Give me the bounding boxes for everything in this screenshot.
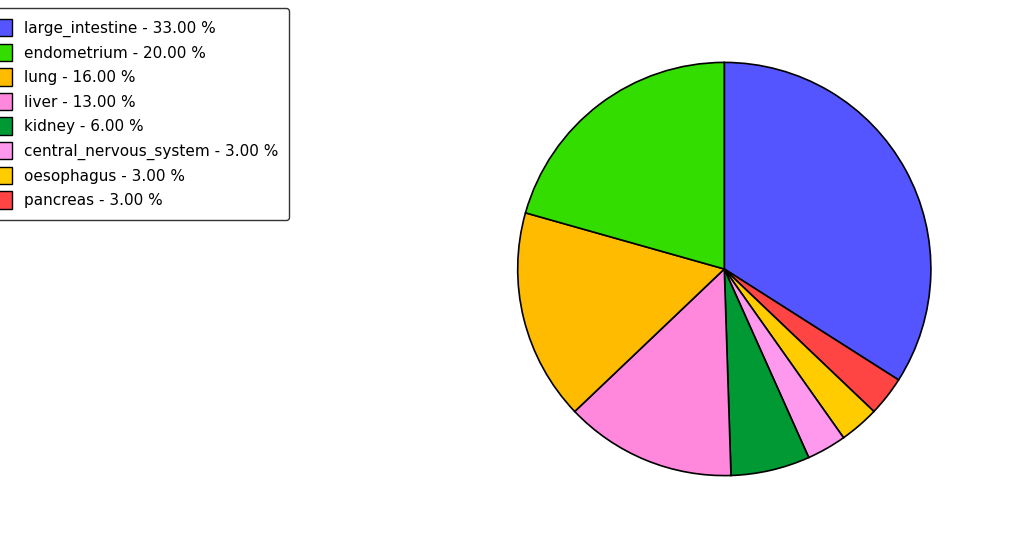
Wedge shape: [724, 269, 899, 412]
Wedge shape: [724, 269, 808, 476]
Wedge shape: [724, 269, 844, 457]
Wedge shape: [574, 269, 731, 476]
Legend: large_intestine - 33.00 %, endometrium - 20.00 %, lung - 16.00 %, liver - 13.00 : large_intestine - 33.00 %, endometrium -…: [0, 8, 289, 220]
Wedge shape: [724, 269, 874, 438]
Wedge shape: [518, 213, 724, 412]
Wedge shape: [526, 62, 724, 269]
Wedge shape: [724, 62, 931, 380]
